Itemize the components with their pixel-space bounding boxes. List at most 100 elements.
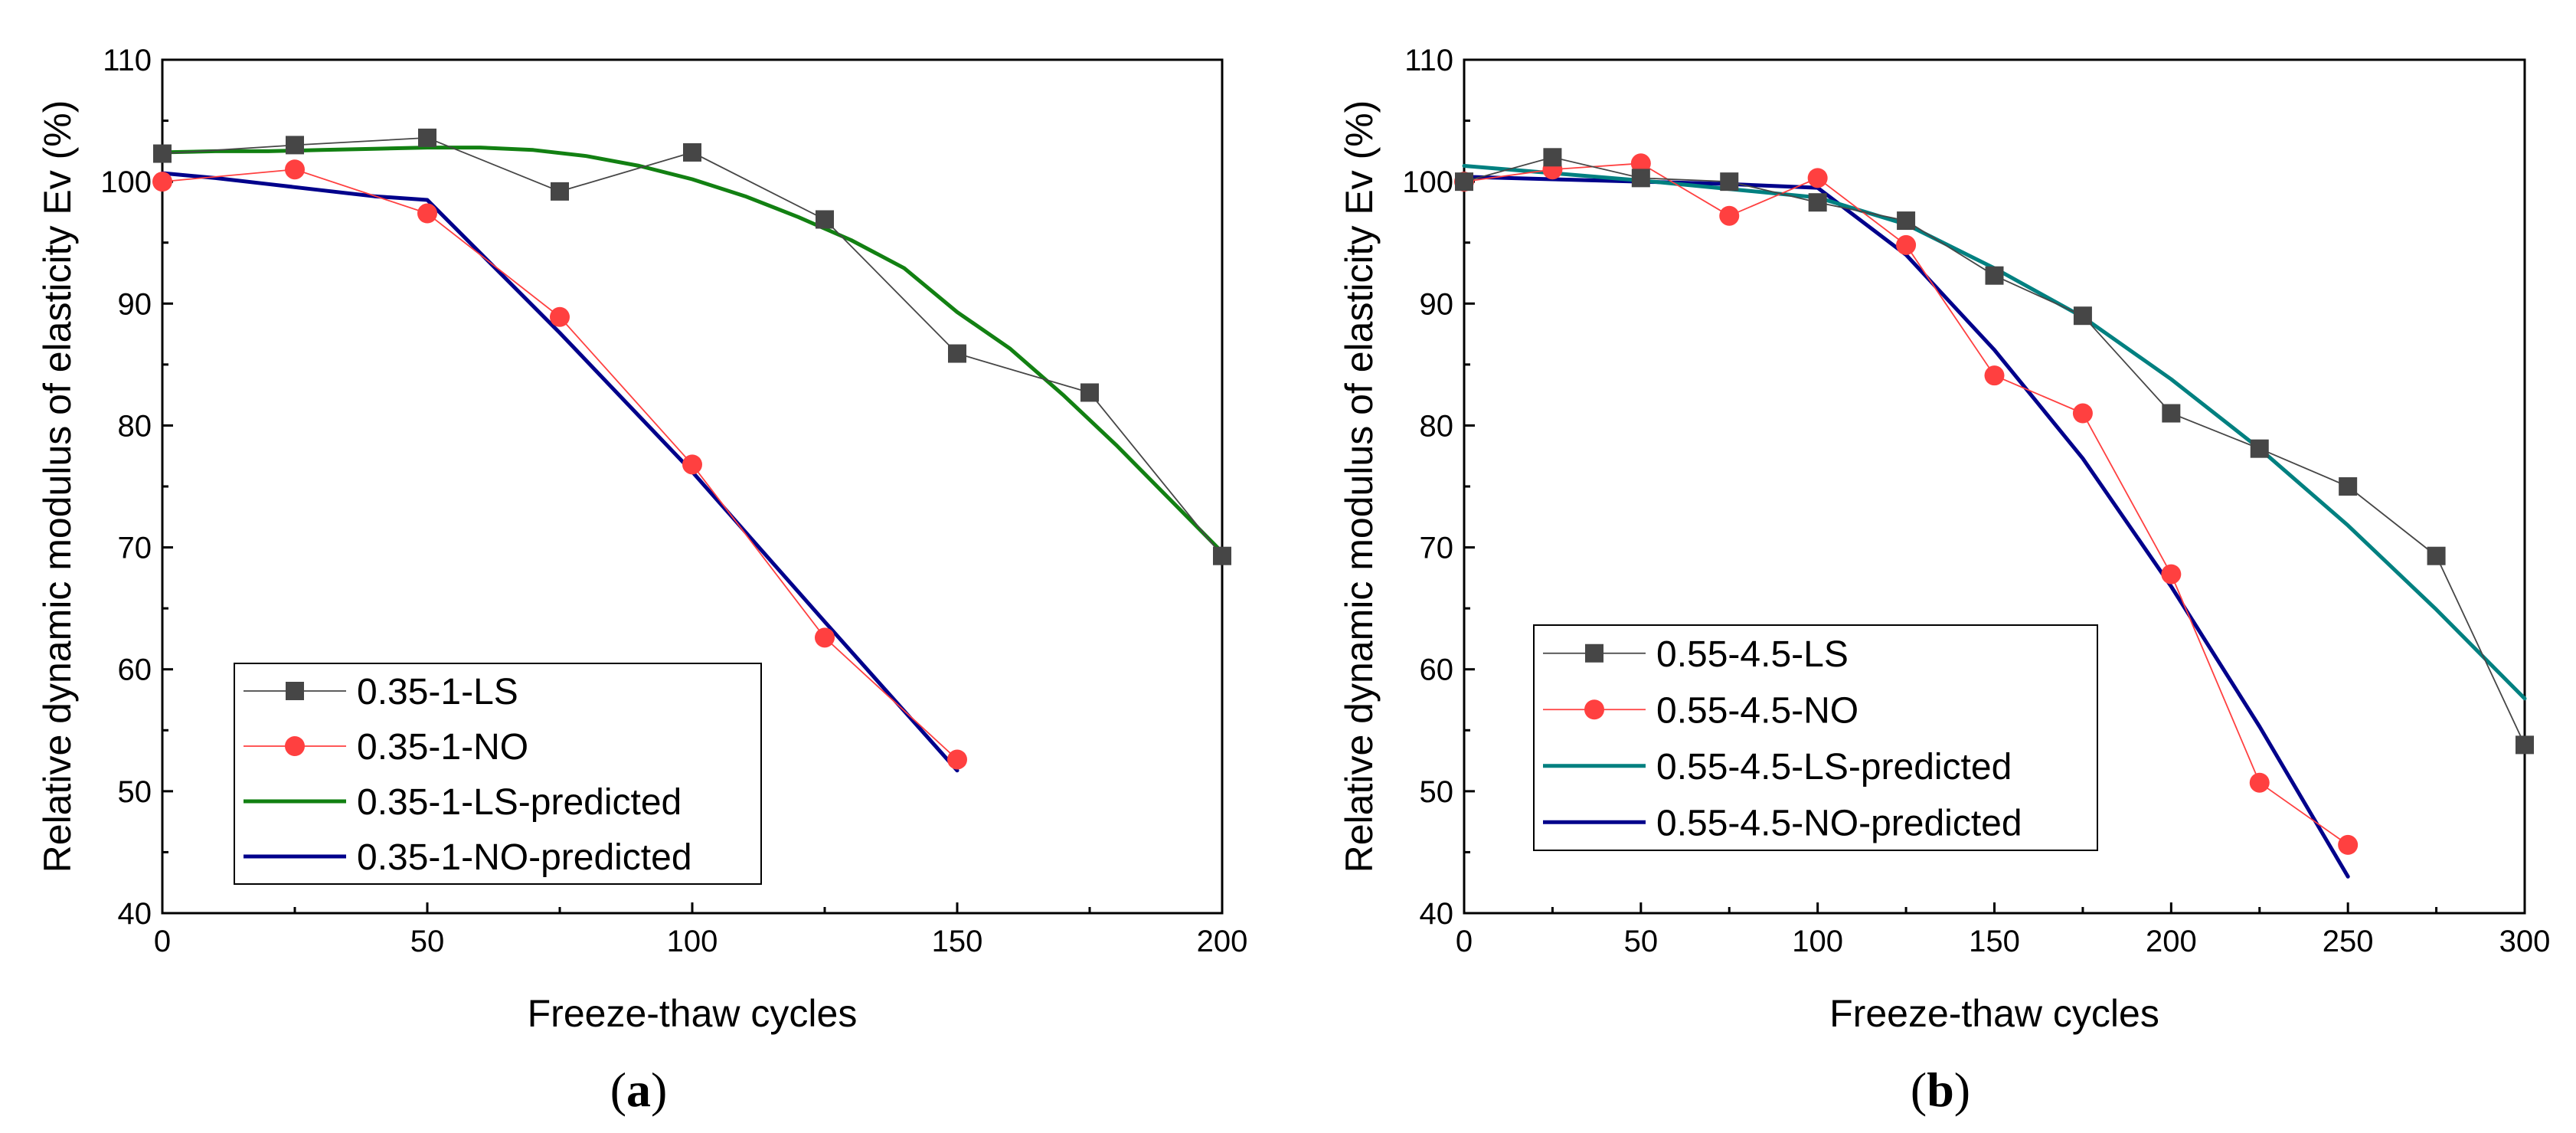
legend-item: 0.55-4.5-NO-predicted (1543, 803, 2022, 843)
y-tick-label: 70 (118, 532, 152, 565)
data-point-0.35-1-LS (551, 182, 569, 201)
data-point-0.55-4.5-NO (1896, 234, 1917, 255)
x-tick-label: 150 (932, 925, 983, 958)
legend-item: 0.55-4.5-LS-predicted (1543, 747, 2012, 788)
legend-item: 0.55-4.5-LS (1543, 634, 1849, 675)
legend-label: 0.35-1-NO (357, 727, 528, 768)
legend-item: 0.35-1-NO (244, 727, 528, 768)
y-tick-label: 80 (118, 409, 152, 443)
legend-box (1533, 624, 2098, 851)
data-point-0.35-1-LS (153, 144, 172, 163)
data-point-0.55-4.5-LS (1455, 172, 1473, 192)
data-point-0.55-4.5-LS (2516, 735, 2534, 755)
legend-label: 0.55-4.5-LS (1656, 634, 1849, 675)
series-0.55-4.5-LS-predicted (1462, 164, 2527, 701)
panel-label-letter: b (1927, 1063, 1954, 1117)
data-point-0.35-1-LS (816, 210, 834, 229)
data-point-0.35-1-NO (285, 159, 305, 180)
series-0.35-1-LS (153, 128, 1231, 565)
y-tick-label: 50 (1420, 775, 1454, 809)
series-0.35-1-NO-predicted (160, 171, 959, 773)
legend: 0.55-4.5-LS 0.55-4.5-NO 0.55-4.5-LS-predic… (1533, 624, 2098, 851)
x-tick-label: 100 (1792, 925, 1843, 958)
data-point-0.55-4.5-NO (1807, 168, 1828, 188)
data-point-0.55-4.5-LS (1720, 172, 1739, 192)
legend-swatch-marker (286, 682, 304, 700)
legend-label: 0.35-1-NO-predicted (357, 837, 692, 878)
data-point-0.35-1-LS (683, 142, 701, 162)
series-line-0.55-4.5-LS-predicted (1462, 164, 2527, 701)
data-point-0.55-4.5-LS (1808, 193, 1827, 212)
panel-label-open: ( (1911, 1063, 1927, 1117)
legend-label: 0.55-4.5-NO-predicted (1656, 803, 2022, 843)
legend-label: 0.35-1-LS (357, 672, 518, 712)
x-tick-label: 300 (2499, 925, 2551, 958)
x-tick-label: 100 (667, 925, 718, 958)
y-axis-title: Relative dynamic modulus of elasticity E… (36, 100, 79, 873)
data-point-0.35-1-NO (550, 306, 570, 327)
data-point-0.55-4.5-NO (2161, 564, 2182, 585)
data-point-0.55-4.5-NO (1984, 365, 2005, 386)
data-point-0.55-4.5-NO (2338, 834, 2359, 855)
legend-swatch-marker (1584, 699, 1604, 720)
data-point-0.35-1-LS (1213, 546, 1231, 565)
data-point-0.35-1-NO (947, 749, 967, 770)
x-tick-label: 0 (1456, 925, 1473, 958)
data-point-0.55-4.5-NO (2249, 772, 2270, 793)
y-tick-label: 90 (1420, 287, 1454, 321)
data-point-0.55-4.5-NO (1719, 205, 1740, 226)
data-point-0.35-1-LS (948, 344, 966, 363)
panel-label-letter: a (626, 1063, 651, 1117)
panel-label-close: ) (1954, 1063, 1970, 1117)
data-point-0.35-1-NO (682, 454, 702, 475)
x-axis-title: Freeze-thaw cycles (1829, 992, 2159, 1035)
data-point-0.55-4.5-LS (1631, 169, 1650, 188)
series-0.35-1-LS-predicted (160, 146, 1224, 555)
data-point-0.55-4.5-LS (2339, 477, 2358, 496)
x-axis-title: Freeze-thaw cycles (528, 992, 858, 1035)
data-point-0.55-4.5-LS (1543, 148, 1562, 167)
y-tick-label: 80 (1420, 409, 1454, 443)
legend-swatch-marker (285, 736, 305, 756)
x-tick-label: 200 (1197, 925, 1248, 958)
panel-label: (b) (1911, 1063, 1970, 1117)
y-tick-label: 60 (1420, 653, 1454, 687)
x-tick-label: 200 (2146, 925, 2197, 958)
x-tick-label: 50 (410, 925, 445, 958)
y-tick-label: 50 (118, 775, 152, 809)
x-tick-label: 150 (1969, 925, 2020, 958)
legend-label: 0.55-4.5-NO (1656, 690, 1858, 731)
x-tick-label: 50 (1624, 925, 1659, 958)
data-point-0.55-4.5-LS (2427, 546, 2446, 565)
legend-item: 0.35-1-LS (244, 672, 518, 712)
y-axis-title: Relative dynamic modulus of elasticity E… (1338, 100, 1381, 873)
legend-box (234, 663, 762, 885)
legend-item: 0.55-4.5-NO (1543, 690, 1858, 731)
panel-label: (a) (610, 1063, 668, 1117)
data-point-0.35-1-NO (815, 627, 835, 648)
data-point-0.55-4.5-LS (2073, 306, 2092, 326)
series-line-0.35-1-LS (162, 136, 1223, 557)
legend-item: 0.35-1-NO-predicted (244, 837, 692, 878)
series-line-0.35-1-NO-predicted (160, 171, 959, 773)
panel-b: 0 50 100 150 200 250 300 40 50 60 70 80 90 100 110 Free… (1338, 44, 2550, 1117)
y-tick-label: 70 (1420, 532, 1454, 565)
data-point-0.55-4.5-LS (2250, 439, 2269, 458)
data-point-0.55-4.5-NO (1630, 153, 1651, 174)
y-tick-label: 100 (100, 165, 152, 199)
data-point-0.55-4.5-LS (2162, 404, 2181, 423)
y-tick-label: 100 (1402, 165, 1453, 199)
data-point-0.35-1-NO (152, 172, 172, 192)
data-point-0.35-1-LS (1080, 383, 1099, 402)
panel-label-open: ( (610, 1063, 626, 1117)
y-tick-label: 60 (118, 653, 152, 687)
legend-item: 0.35-1-LS-predicted (244, 782, 682, 823)
y-tick-label: 40 (118, 897, 152, 931)
data-point-0.35-1-LS (418, 128, 436, 147)
data-point-0.55-4.5-LS (1897, 211, 1916, 231)
y-tick-label: 40 (1420, 897, 1454, 931)
series-0.55-4.5-LS (1455, 148, 2534, 755)
y-tick-label: 90 (118, 287, 152, 321)
data-point-0.55-4.5-NO (2072, 403, 2093, 424)
